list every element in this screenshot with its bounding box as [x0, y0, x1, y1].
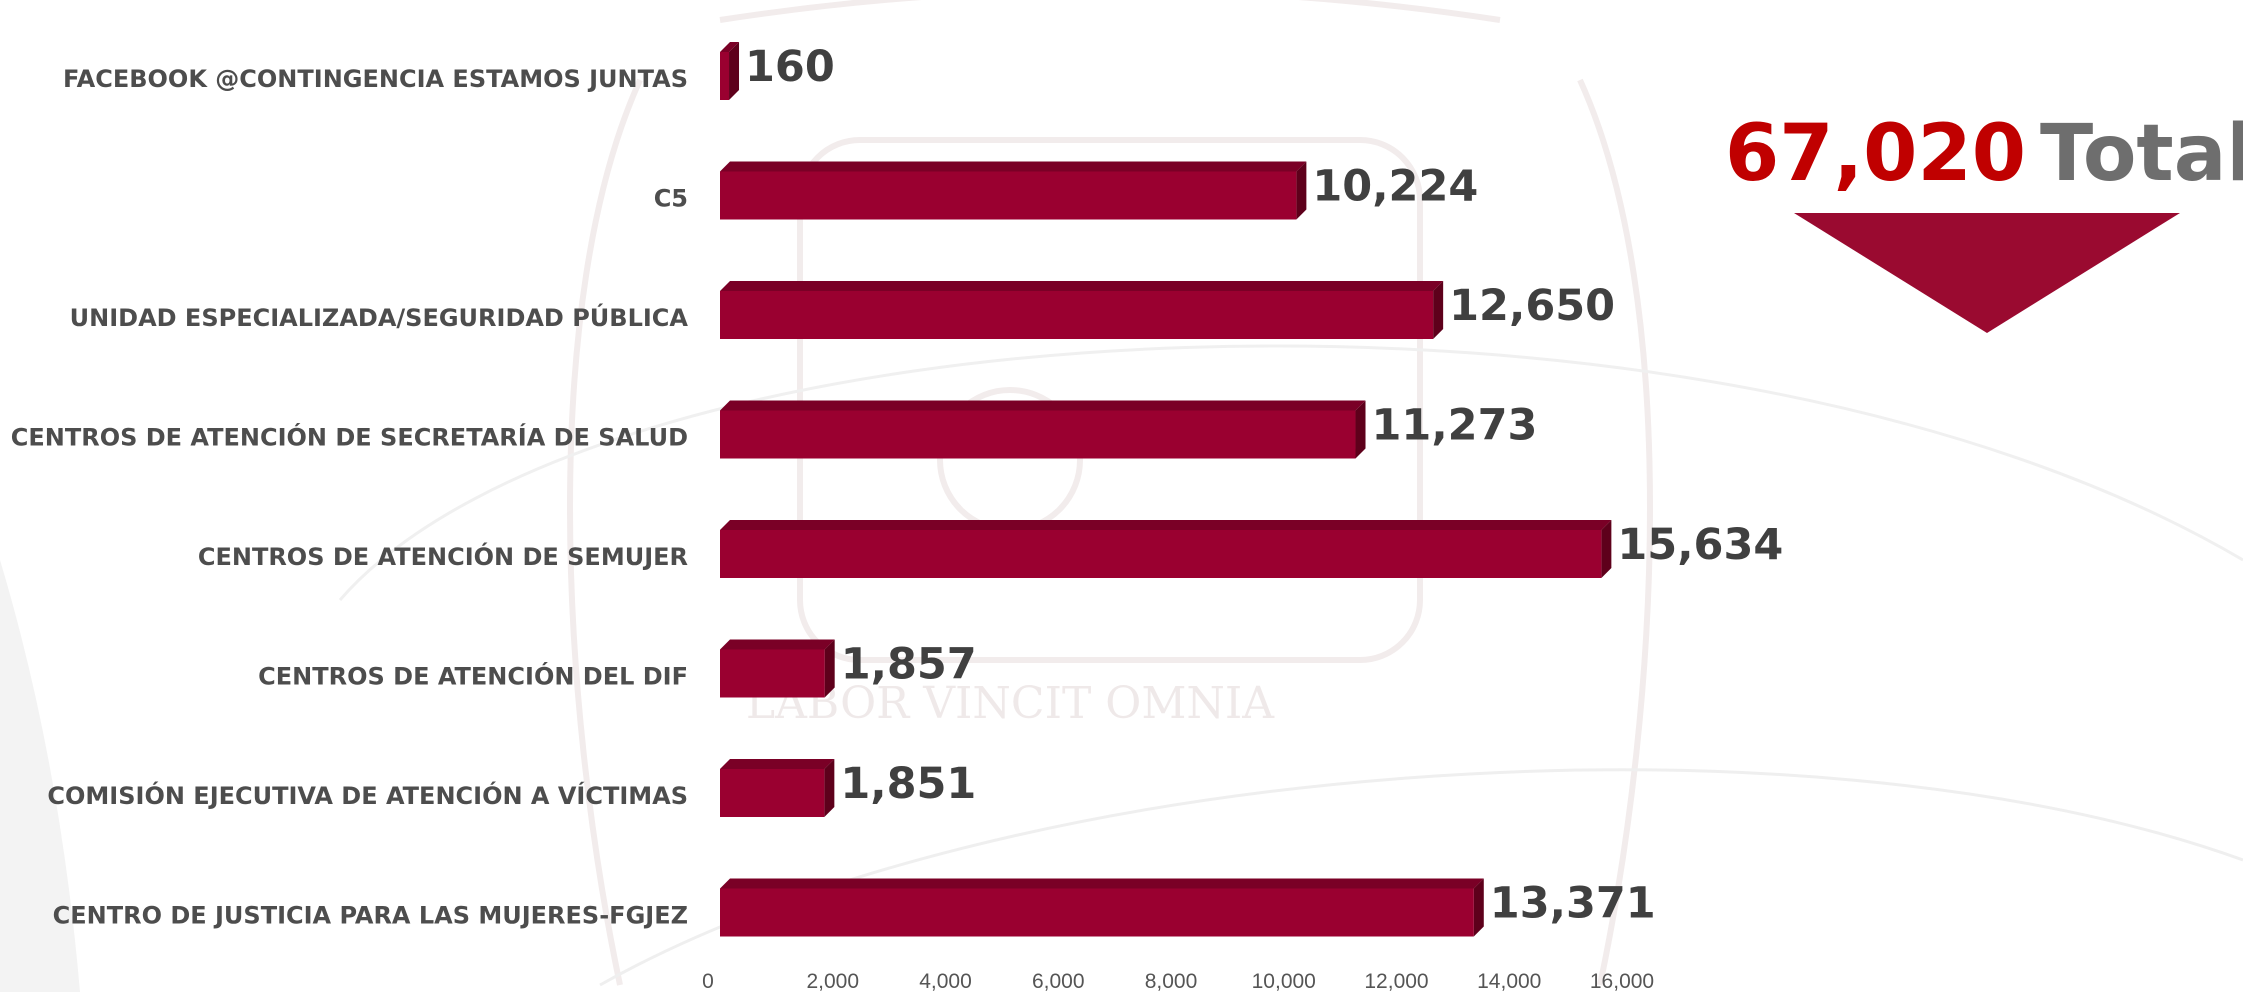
bar-top-face — [720, 878, 1484, 889]
bar-top-face — [720, 400, 1366, 411]
category-label: CENTROS DE ATENCIÓN DE SECRETARÍA DE SAL… — [11, 422, 688, 452]
bar-top-face — [720, 281, 1444, 291]
bar-top-face — [720, 42, 740, 52]
category-label: UNIDAD ESPECIALIZADA/SEGURIDAD PÚBLICA — [70, 302, 689, 332]
category-label: CENTROS DE ATENCIÓN DEL DIF — [258, 661, 688, 691]
x-tick-label: 6,000 — [1032, 970, 1085, 992]
data-label: 160 — [745, 42, 835, 92]
x-tick-label: 14,000 — [1477, 970, 1541, 992]
x-tick-label: 10,000 — [1252, 970, 1316, 992]
value-labels-layer: 160 10,224 12,650 11,273 15,634 1,857 1,851 13,… — [745, 42, 1783, 929]
data-label: 1,857 — [841, 640, 977, 690]
bar-7 — [720, 759, 835, 817]
bar-6 — [720, 639, 835, 698]
data-label: 13,371 — [1490, 879, 1656, 929]
x-tick-label: 16,000 — [1590, 970, 1654, 992]
category-labels-layer: FACEBOOK @CONTINGENCIA ESTAMOS JUNTAS C5 U… — [11, 65, 689, 930]
bar-side-face — [1355, 400, 1366, 459]
category-label: CENTRO DE JUSTICIA PARA LAS MUJERES-FGJE… — [53, 902, 688, 930]
bar-front-face — [720, 52, 730, 100]
bar-side-face — [1601, 520, 1612, 578]
bar-front-face — [720, 888, 1474, 937]
bar-5 — [720, 520, 1612, 578]
bar-3 — [720, 281, 1444, 339]
bar-front-face — [720, 530, 1602, 578]
bar-side-face — [1473, 878, 1484, 937]
bar-4 — [720, 400, 1366, 459]
category-label: C5 — [654, 185, 688, 213]
category-label: CENTROS DE ATENCIÓN DE SEMUJER — [198, 541, 688, 571]
x-tick-label: 0 — [702, 970, 714, 992]
category-label: FACEBOOK @CONTINGENCIA ESTAMOS JUNTAS — [63, 65, 688, 93]
bar-top-face — [720, 161, 1307, 172]
bar-8 — [720, 878, 1484, 937]
total-label: Total — [2040, 109, 2243, 199]
bar-side-face — [824, 759, 835, 817]
x-axis-ticks-layer: 0 2,000 4,000 6,000 8,000 10,000 12,000 14,000 1… — [702, 970, 1654, 992]
bar-top-face — [720, 759, 835, 769]
down-arrow-icon — [1794, 213, 2180, 333]
bar-side-face — [1433, 281, 1444, 339]
bar-front-face — [720, 649, 825, 698]
x-tick-label: 4,000 — [919, 970, 972, 992]
bar-front-face — [720, 171, 1297, 220]
bar-side-face — [824, 639, 835, 698]
data-label: 10,224 — [1312, 162, 1478, 212]
total-value: 67,020 — [1725, 109, 2026, 199]
x-tick-label: 8,000 — [1145, 970, 1198, 992]
bar-side-face — [729, 42, 740, 100]
bar-2 — [720, 161, 1307, 220]
bar-front-face — [720, 410, 1356, 459]
total-summary: 67,020 Total — [1720, 100, 2243, 340]
bar-top-face — [720, 639, 835, 650]
bars-layer — [720, 42, 1612, 937]
x-tick-label: 12,000 — [1364, 970, 1428, 992]
bar-side-face — [1296, 161, 1307, 220]
category-label: COMISIÓN EJECUTIVA DE ATENCIÓN A VÍCTIMA… — [47, 780, 688, 810]
bar-top-face — [720, 520, 1612, 530]
bar-front-face — [720, 769, 825, 817]
data-label: 15,634 — [1617, 520, 1783, 570]
data-label: 12,650 — [1449, 281, 1615, 331]
data-label: 11,273 — [1372, 401, 1538, 451]
data-label: 1,851 — [840, 759, 976, 809]
x-tick-label: 2,000 — [806, 970, 859, 992]
bar-1 — [720, 42, 740, 100]
bar-front-face — [720, 291, 1434, 339]
